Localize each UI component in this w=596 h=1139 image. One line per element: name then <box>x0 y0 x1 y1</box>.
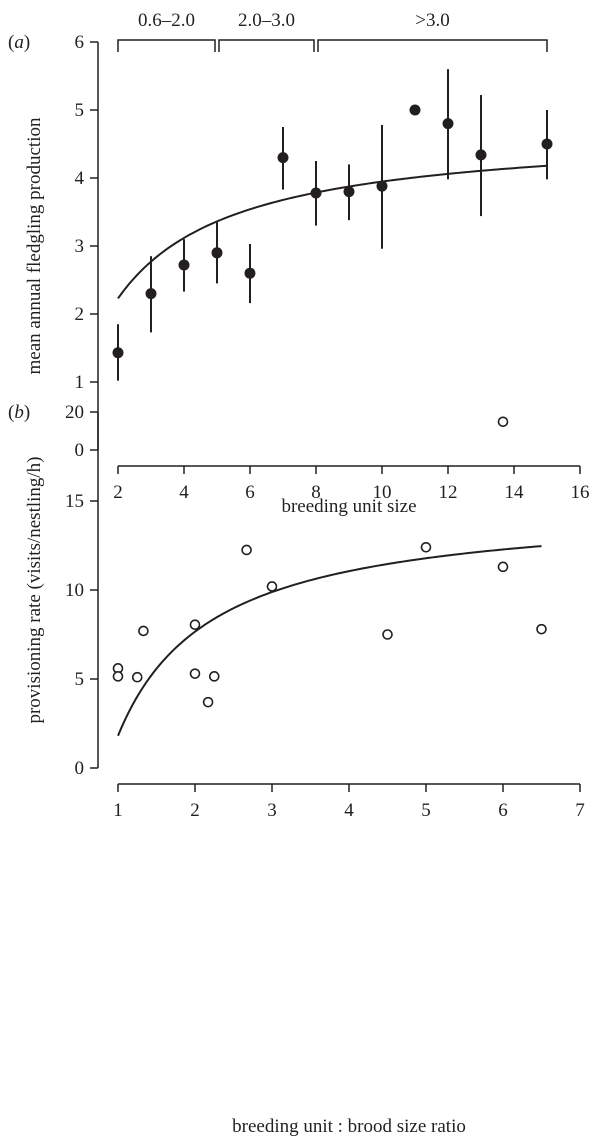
data-point <box>112 347 124 359</box>
data-point <box>112 671 124 682</box>
data-point <box>442 118 454 130</box>
data-point <box>382 629 393 640</box>
panel-label: (a) <box>8 32 30 53</box>
data-point <box>145 288 157 300</box>
group-bracket-label: >3.0 <box>415 10 449 31</box>
data-point <box>409 104 421 116</box>
data-point <box>241 544 252 556</box>
x-tick-label: 7 <box>575 800 585 821</box>
fit-curve <box>117 545 542 737</box>
x-tick-label: 4 <box>179 482 189 503</box>
data-point <box>343 186 355 198</box>
y-tick-label: 20 <box>65 402 84 423</box>
data-point <box>376 180 388 192</box>
x-tick-label: 8 <box>311 482 321 503</box>
y-tick-label: 3 <box>75 236 85 257</box>
group-bracket <box>218 39 315 52</box>
x-tick-label: 6 <box>498 800 508 821</box>
data-point <box>211 247 223 259</box>
x-axis-label: breeding unit size <box>281 496 416 517</box>
data-point <box>266 581 278 592</box>
y-tick-label: 0 <box>75 440 85 461</box>
data-point <box>244 267 256 279</box>
data-point <box>189 668 201 679</box>
y-tick-label: 2 <box>75 304 85 325</box>
group-bracket-label: 2.0–3.0 <box>238 10 295 31</box>
y-tick-label: 0 <box>75 758 85 779</box>
x-axis-label: breeding unit : brood size ratio <box>232 1116 466 1137</box>
group-bracket-label: 0.6–2.0 <box>138 10 195 31</box>
x-tick-label: 4 <box>344 800 354 821</box>
fit-curve <box>117 164 548 300</box>
y-tick-label: 15 <box>65 491 84 512</box>
data-point <box>178 259 190 271</box>
y-tick-label: 4 <box>75 168 85 189</box>
y-axis-label: provisioning rate (visits/nestling/h) <box>24 456 45 723</box>
group-bracket <box>317 39 548 52</box>
data-point <box>277 152 289 164</box>
data-point <box>497 416 509 428</box>
data-point <box>189 619 201 631</box>
data-point <box>536 623 547 635</box>
x-tick-label: 3 <box>267 800 277 821</box>
data-point <box>475 149 487 161</box>
x-tick-label: 2 <box>190 800 200 821</box>
data-point <box>138 625 149 637</box>
x-tick-label: 10 <box>373 482 392 503</box>
x-tick-label: 6 <box>245 482 255 503</box>
y-tick-label: 10 <box>65 580 84 601</box>
data-point <box>208 671 220 682</box>
x-tick-label: 12 <box>439 482 458 503</box>
group-bracket <box>117 39 216 52</box>
x-tick-label: 14 <box>505 482 525 503</box>
x-tick-label: 16 <box>571 482 590 503</box>
data-point <box>202 696 214 708</box>
x-tick-label: 5 <box>421 800 431 821</box>
data-point <box>310 187 322 199</box>
data-point <box>131 671 143 683</box>
y-tick-label: 5 <box>75 100 85 121</box>
data-point <box>497 561 509 573</box>
y-tick-label: 1 <box>75 372 85 393</box>
y-tick-label: 6 <box>75 32 85 53</box>
x-tick-label: 1 <box>113 800 123 821</box>
x-tick-label: 2 <box>113 482 123 503</box>
y-tick-label: 5 <box>75 669 85 690</box>
data-point <box>541 138 553 150</box>
data-point <box>420 541 432 553</box>
panel-label: (b) <box>8 402 30 423</box>
y-axis-label: mean annual fledgling production <box>24 117 45 374</box>
